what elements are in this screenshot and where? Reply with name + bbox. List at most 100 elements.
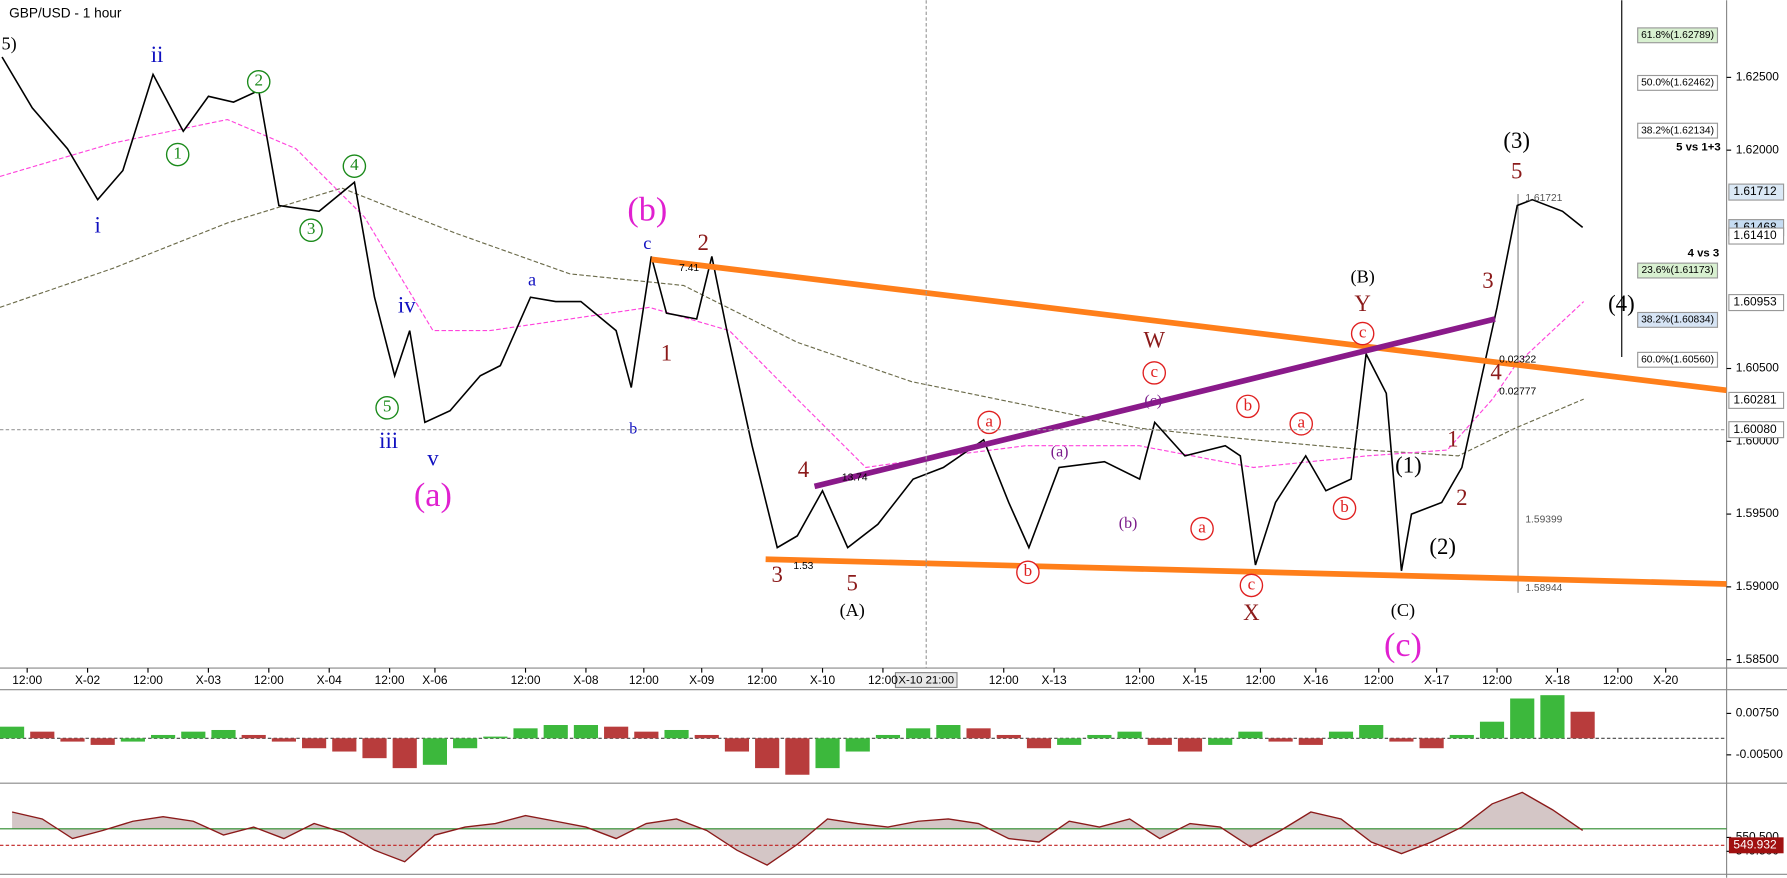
fib-box — [1637, 351, 1719, 368]
histogram-bar — [1087, 734, 1112, 739]
trendline — [813, 316, 1496, 490]
wave-label: (c) — [1384, 627, 1422, 664]
price-tag-label: 1.60953 — [1733, 295, 1777, 309]
histogram-bar — [1510, 698, 1535, 739]
histogram-bar — [181, 731, 206, 739]
x-tick-label: X-04 — [317, 673, 343, 687]
x-tick-label: 12:00 — [133, 673, 163, 687]
histogram-bar — [392, 738, 417, 769]
histogram-bar — [634, 731, 659, 739]
y-tick-label: 1.59000 — [1736, 579, 1780, 593]
wave-label: W — [1143, 328, 1165, 353]
histogram-bar — [1117, 731, 1142, 739]
price-tag-label: 1.60080 — [1733, 422, 1777, 436]
x-tick-label: 12:00 — [511, 673, 541, 687]
wave-label: b — [1340, 497, 1349, 516]
y-tick-label: 1.62500 — [1736, 70, 1780, 84]
histogram-bar — [151, 734, 176, 739]
wave-label: c — [1359, 323, 1367, 342]
oscillator-line — [11, 791, 1584, 866]
histogram-bar — [422, 738, 448, 765]
moving-average — [0, 187, 1584, 457]
x-tick-label: X-03 — [196, 673, 222, 687]
wave-circle — [246, 69, 271, 94]
histogram-bar — [30, 731, 55, 739]
y-tick-label: 1.62000 — [1736, 142, 1780, 156]
wave-circle — [1239, 573, 1264, 598]
y-tick-label: 0.00750 — [1736, 706, 1780, 720]
x-tick-label: 12:00 — [12, 673, 42, 687]
wave-label: 1.61721 — [1525, 193, 1562, 204]
fib-label: 50.0%(1.62462) — [1641, 78, 1714, 89]
price-tag-label: 1.60281 — [1733, 393, 1777, 407]
histogram-bar — [211, 729, 236, 739]
wave-label: 4 — [350, 155, 359, 174]
wave-circle — [1190, 516, 1214, 541]
wave-label: 2 — [1456, 485, 1467, 510]
wave-label: 1 — [661, 341, 672, 366]
x-tick-label: 12:00 — [1125, 673, 1155, 687]
price-line — [1, 56, 1584, 571]
wave-label: b — [1024, 561, 1033, 580]
price-tag — [1728, 391, 1785, 409]
trendline — [650, 256, 1727, 394]
wave-label: 5 — [1511, 159, 1522, 184]
histogram-bar — [906, 728, 931, 739]
wave-label: 0.02322 — [1499, 354, 1536, 365]
wave-label: c — [643, 233, 651, 253]
wave-label: v — [427, 445, 439, 470]
fib-box — [1637, 122, 1719, 139]
price-tag-label: 1.61410 — [1733, 228, 1777, 242]
wave-label: (C) — [1391, 600, 1415, 621]
wave-label: 4 vs 3 — [1688, 248, 1720, 260]
histogram-bar — [120, 738, 145, 742]
wave-label: 4 — [1490, 360, 1502, 385]
wave-label: ii — [151, 42, 164, 67]
histogram-bar — [332, 738, 357, 752]
fib-box — [1637, 311, 1719, 328]
wave-circle — [1142, 361, 1167, 385]
wave-label: 1.53 — [793, 561, 813, 572]
x-tick-label: X-17 — [1424, 673, 1450, 687]
wave-label: 5 vs 1+3 — [1676, 141, 1721, 153]
histogram-bar — [1359, 725, 1384, 739]
wave-label: 2 — [698, 230, 709, 255]
wave-label: (2) — [1429, 534, 1456, 559]
wave-label: 7.41 — [679, 263, 699, 274]
histogram-bar — [60, 738, 85, 742]
fib-box — [1637, 262, 1719, 279]
x-tick-label: 12:00 — [868, 673, 898, 687]
histogram-bar — [694, 734, 719, 739]
wave-label: 1 — [173, 143, 182, 162]
wave-label: (a) — [1051, 444, 1069, 461]
wave-label: a — [1297, 413, 1305, 432]
wave-label: a — [528, 269, 536, 289]
wave-circle — [977, 410, 1001, 435]
wave-label: 2 — [254, 71, 263, 90]
histogram-bar — [1238, 731, 1263, 739]
price-tag — [1728, 421, 1785, 439]
x-tick-label: X-06 — [422, 673, 448, 687]
price-tag — [1728, 183, 1785, 201]
wave-label: 5 — [383, 397, 392, 416]
histogram-bar — [1208, 738, 1233, 745]
histogram-bar — [1449, 734, 1474, 739]
wave-label: (c) — [1144, 393, 1162, 410]
histogram-bar — [1057, 738, 1082, 745]
wave-label: iii — [379, 428, 398, 453]
last-value-label: 549.932 — [1733, 837, 1777, 851]
wave-label: 3 — [307, 219, 316, 238]
y-tick-label: 1.60500 — [1736, 361, 1780, 375]
histogram-bar — [241, 734, 266, 739]
x-tick-label: 12:00 — [1603, 673, 1633, 687]
x-tick-label: 12:00 — [1364, 673, 1394, 687]
x-tick-label: X-16 — [1303, 673, 1329, 687]
histogram-bar — [1147, 738, 1172, 745]
x-tick-label: X-15 — [1182, 673, 1208, 687]
x-tick-label: X-13 — [1041, 673, 1067, 687]
wave-circle — [1350, 321, 1375, 346]
histogram-bar — [1298, 738, 1323, 745]
trendline — [765, 556, 1727, 587]
wave-label: c — [1150, 362, 1158, 381]
